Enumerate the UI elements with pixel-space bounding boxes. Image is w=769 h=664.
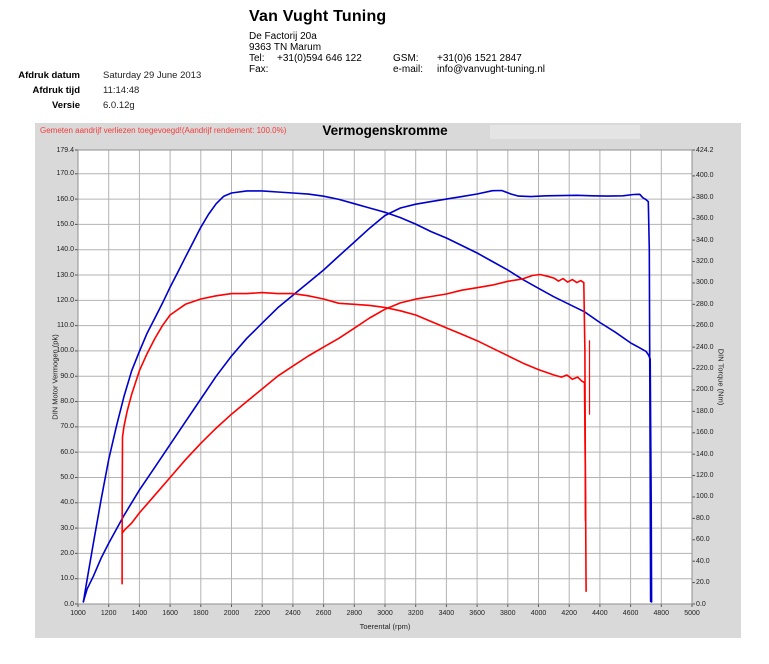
y-left-tick-label: 80.0 bbox=[60, 398, 74, 406]
tick-labels-layer: 179.4 170.0 160.0 150.0 140.0 130.0 120.0 110.0… bbox=[35, 123, 741, 638]
y-right-tick-label: 260.0 bbox=[696, 322, 714, 330]
print-date-value: Saturday 29 June 2013 bbox=[103, 70, 202, 81]
y-right-tick-label: 60.0 bbox=[696, 536, 710, 544]
gsm-value: +31(0)6 1521 2847 bbox=[437, 53, 522, 64]
y-left-tick-label: 110.0 bbox=[57, 322, 74, 330]
x-tick-label: 1600 bbox=[162, 610, 178, 617]
y-left-tick-label: 40.0 bbox=[60, 499, 74, 507]
y-right-tick-label: 240.0 bbox=[696, 343, 714, 351]
y-left-tick-label: 90.0 bbox=[60, 372, 74, 380]
y-left-axis-title: DIN Motor Vermogen (pk) bbox=[50, 334, 60, 420]
y-left-tick-label: 70.0 bbox=[60, 423, 74, 431]
gsm-label: GSM: bbox=[393, 53, 419, 64]
x-tick-label: 2400 bbox=[285, 610, 301, 617]
y-right-tick-label: 200.0 bbox=[696, 386, 714, 394]
email-value: info@vanvught-tuning.nl bbox=[437, 64, 545, 75]
x-tick-label: 3000 bbox=[377, 610, 393, 617]
y-right-tick-label: 120.0 bbox=[696, 472, 714, 480]
y-left-tick-label: 150.0 bbox=[56, 220, 74, 228]
x-tick-label: 2000 bbox=[223, 610, 240, 617]
y-left-tick-label: 170.0 bbox=[56, 170, 74, 178]
x-tick-label: 2800 bbox=[346, 610, 363, 617]
x-tick-label: 4000 bbox=[530, 610, 547, 617]
print-time-value: 11:14:48 bbox=[103, 85, 140, 96]
x-tick-label: 4600 bbox=[622, 610, 639, 617]
x-tick-label: 3400 bbox=[438, 610, 455, 617]
company-address-line1: De Factorij 20a bbox=[249, 31, 317, 42]
y-right-tick-label: 20.0 bbox=[696, 579, 710, 587]
email-label: e-mail: bbox=[393, 64, 424, 75]
y-right-tick-label: 40.0 bbox=[696, 557, 710, 565]
y-right-tick-label: 0.0 bbox=[696, 600, 706, 608]
y-right-axis-title: DIN Torque (Nm) bbox=[716, 348, 726, 406]
dyno-curves-svg bbox=[75, 149, 695, 607]
y-right-tick-label: 140.0 bbox=[696, 450, 714, 458]
y-right-tick-label: 180.0 bbox=[696, 407, 714, 415]
y-right-tick-label: 280.0 bbox=[696, 300, 714, 308]
y-right-tick-label: 320.0 bbox=[696, 258, 714, 266]
y-left-tick-label: 10.0 bbox=[60, 575, 74, 583]
version-label: Versie bbox=[52, 100, 80, 111]
x-axis-title: Toerental (rpm) bbox=[359, 622, 411, 631]
x-tick-label: 2200 bbox=[254, 610, 270, 617]
y-left-tick-label: 50.0 bbox=[60, 473, 74, 481]
y-right-tick-label: 220.0 bbox=[696, 365, 714, 373]
x-tick-label: 4800 bbox=[653, 610, 670, 617]
version-value: 6.0.12g bbox=[103, 100, 135, 111]
y-left-tick-label: 179.4 bbox=[56, 146, 74, 154]
legend-placeholder bbox=[490, 125, 640, 139]
y-right-tick-label: 424.2 bbox=[696, 146, 714, 154]
y-right-tick-label: 360.0 bbox=[696, 215, 714, 223]
x-tick-label: 1000 bbox=[70, 610, 86, 617]
y-left-tick-label: 160.0 bbox=[56, 195, 74, 203]
company-address-line2: 9363 TN Marum bbox=[249, 42, 322, 53]
y-left-tick-label: 140.0 bbox=[56, 246, 74, 254]
curve-torque-blue bbox=[82, 190, 653, 603]
x-tick-label: 3800 bbox=[500, 610, 516, 617]
y-left-tick-label: 120.0 bbox=[56, 296, 74, 304]
y-right-tick-label: 300.0 bbox=[696, 279, 714, 287]
dyno-chart-panel: Gemeten aandrijf verliezen toegevoegd!(A… bbox=[35, 123, 741, 638]
chart-title: Vermogenskromme bbox=[322, 123, 448, 138]
y-right-tick-label: 100.0 bbox=[696, 493, 714, 501]
y-right-tick-label: 80.0 bbox=[696, 514, 710, 522]
x-tick-label: 1200 bbox=[100, 610, 117, 617]
x-tick-label: 4400 bbox=[592, 610, 608, 617]
y-left-tick-label: 0.0 bbox=[64, 600, 74, 608]
x-tick-label: 4200 bbox=[561, 610, 577, 617]
fax-label: Fax: bbox=[249, 64, 269, 75]
print-time-label: Afdruk tijd bbox=[32, 85, 81, 96]
y-right-tick-label: 380.0 bbox=[696, 193, 714, 201]
y-left-tick-label: 20.0 bbox=[60, 549, 74, 557]
drivetrain-loss-notice: Gemeten aandrijf verliezen toegevoegd!(A… bbox=[40, 126, 287, 135]
x-tick-label: 5000 bbox=[684, 610, 700, 617]
x-tick-label: 3200 bbox=[407, 610, 424, 617]
x-tick-label: 1800 bbox=[193, 610, 209, 617]
curve-power-red bbox=[121, 273, 587, 534]
y-left-tick-label: 60.0 bbox=[60, 448, 74, 456]
company-name: Van Vught Tuning bbox=[249, 8, 387, 25]
x-tick-label: 2600 bbox=[315, 610, 332, 617]
y-left-tick-label: 100.0 bbox=[56, 347, 74, 355]
curve-power-blue bbox=[82, 189, 652, 603]
print-date-label: Afdruk datum bbox=[18, 70, 80, 81]
curve-torque-red bbox=[121, 291, 587, 593]
x-tick-label: 3600 bbox=[469, 610, 485, 617]
y-left-tick-label: 130.0 bbox=[56, 271, 74, 279]
y-left-tick-label: 30.0 bbox=[60, 524, 74, 532]
tel-value: +31(0)594 646 122 bbox=[277, 53, 362, 64]
y-right-tick-label: 400.0 bbox=[696, 172, 714, 180]
y-right-tick-label: 160.0 bbox=[696, 429, 714, 437]
x-tick-label: 1400 bbox=[131, 610, 148, 617]
plot-area bbox=[35, 123, 741, 638]
y-right-tick-label: 340.0 bbox=[696, 236, 714, 244]
tel-label: Tel: bbox=[249, 53, 265, 64]
